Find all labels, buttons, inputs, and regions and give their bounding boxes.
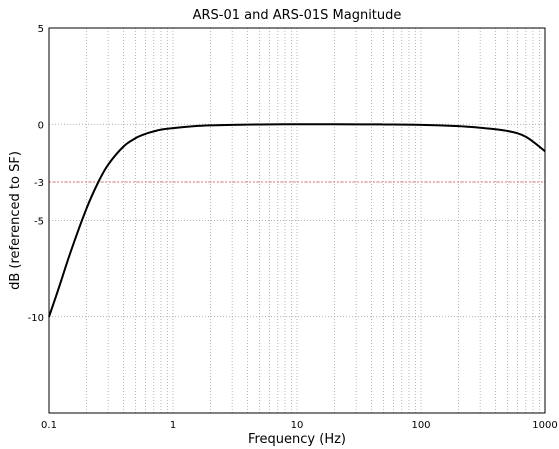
y-axis-label: dB (referenced to SF) [8,151,23,290]
y-tick-label: 0 [38,120,44,131]
y-tick-label: -3 [34,178,44,189]
x-tick-labels: 0.1 1 10 100 1000 [41,420,558,431]
y-tick-label: -10 [28,313,44,324]
magnitude-curve [48,123,546,318]
plot-frame [48,27,546,414]
y-tick-label: 5 [38,24,44,35]
x-tick-label: 1 [170,420,176,431]
x-tick-label: 100 [411,420,430,431]
chart-title: ARS-01 and ARS-01S Magnitude [193,8,402,23]
y-tick-label: -5 [34,217,44,228]
grid-lines [49,28,545,413]
x-axis-label: Frequency (Hz) [248,432,346,447]
x-tick-label: 10 [291,420,304,431]
x-tick-label: 0.1 [41,420,57,431]
series-layer [48,123,546,318]
y-tick-labels: 5 0 -3 -5 -10 [28,24,44,324]
x-tick-label: 1000 [532,420,557,431]
